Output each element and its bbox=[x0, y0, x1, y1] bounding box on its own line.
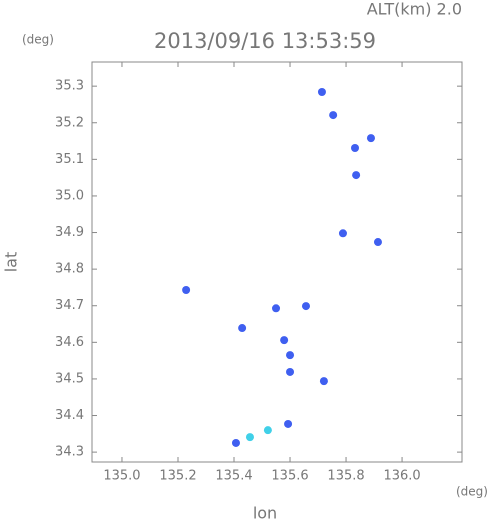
y-tick-label: 34.3 bbox=[55, 445, 84, 460]
y-tick-label: 34.4 bbox=[55, 408, 84, 423]
echo-point bbox=[301, 302, 310, 311]
echo-point bbox=[286, 351, 295, 360]
echo-point bbox=[338, 229, 347, 238]
x-tick-label: 135.0 bbox=[103, 469, 140, 484]
y-axis-label: lat bbox=[2, 252, 21, 273]
y-tick-label: 34.8 bbox=[55, 262, 84, 277]
chart-title: 2013/09/16 13:53:59 bbox=[154, 29, 376, 53]
echo-point bbox=[351, 144, 360, 153]
x-tick-label: 136.0 bbox=[383, 469, 420, 484]
x-tick-label: 135.4 bbox=[215, 469, 252, 484]
x-axis-label: lon bbox=[253, 504, 277, 521]
echo-point bbox=[280, 336, 289, 345]
echo-point bbox=[231, 438, 240, 447]
y-tick-label: 35.2 bbox=[55, 115, 84, 130]
y-tick-label: 35.1 bbox=[55, 152, 84, 167]
echo-point bbox=[238, 324, 247, 333]
echo-point bbox=[373, 238, 382, 247]
echo-point bbox=[263, 426, 272, 435]
x-unit: (deg) bbox=[456, 485, 488, 499]
chart-subtitle: ALT(km) 2.0 bbox=[367, 0, 462, 19]
y-tick-label: 35.3 bbox=[55, 79, 84, 94]
echo-point bbox=[366, 134, 375, 143]
x-tick-label: 135.6 bbox=[271, 469, 308, 484]
y-tick-label: 34.7 bbox=[55, 298, 84, 313]
echo-point bbox=[182, 285, 191, 294]
y-unit: (deg) bbox=[22, 33, 54, 47]
x-tick-label: 135.8 bbox=[327, 469, 364, 484]
y-tick-label: 34.5 bbox=[55, 371, 84, 386]
y-tick-label: 35.0 bbox=[55, 188, 84, 203]
echo-point bbox=[317, 88, 326, 97]
echo-point bbox=[319, 377, 328, 386]
echo-point bbox=[286, 367, 295, 376]
y-tick-label: 34.9 bbox=[55, 225, 84, 240]
echo-point bbox=[352, 171, 361, 180]
echo-point bbox=[245, 433, 254, 442]
x-tick-label: 135.2 bbox=[159, 469, 196, 484]
plot-frame bbox=[91, 61, 463, 463]
echo-point bbox=[329, 111, 338, 120]
echo-point bbox=[272, 304, 281, 313]
y-tick-label: 34.6 bbox=[55, 335, 84, 350]
echo-point bbox=[284, 419, 293, 428]
